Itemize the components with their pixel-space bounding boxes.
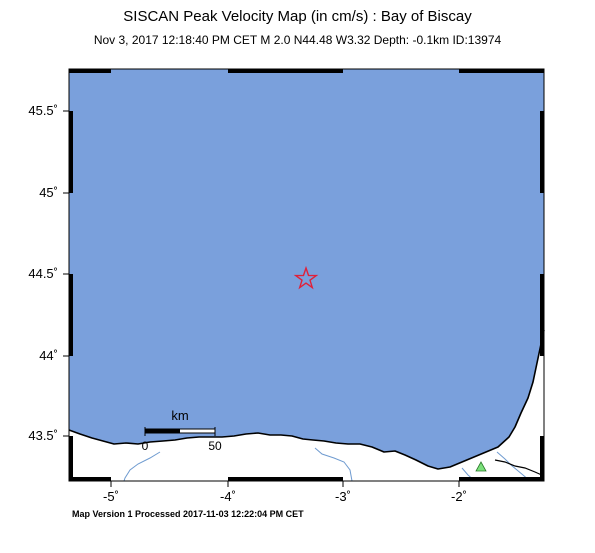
event-info: Nov 3, 2017 12:18:40 PM CET M 2.0 N44.48… — [93, 33, 502, 47]
coastline-inner — [494, 459, 545, 477]
scale-end: 50 — [208, 439, 222, 453]
triangle-icon — [475, 461, 487, 472]
lat-label-44: 44˚ — [39, 348, 58, 363]
scale-start: 0 — [142, 439, 149, 453]
lon-label-minus-2: -2˚ — [451, 489, 467, 504]
coastline — [68, 329, 545, 470]
map-border — [69, 69, 544, 481]
scale-bar: km 0 50 — [142, 408, 222, 453]
star-icon — [293, 265, 319, 290]
processed-note: Map Version 1 Processed 2017-11-03 12:22… — [72, 509, 304, 519]
lat-label-43-5: 43.5˚ — [28, 428, 58, 443]
map-title: SISCAN Peak Velocity Map (in cm/s) : Bay… — [123, 8, 472, 25]
sea-area — [69, 69, 544, 481]
land-area — [69, 330, 544, 481]
lat-label-44-5: 44.5˚ — [28, 266, 58, 281]
lat-label-45: 45˚ — [39, 185, 58, 200]
lon-label-minus-4: -4˚ — [220, 489, 236, 504]
tick-marks — [63, 110, 460, 487]
lon-label-minus-3: -3˚ — [335, 489, 351, 504]
lat-label-45-5: 45.5˚ — [28, 103, 58, 118]
scale-unit: km — [171, 408, 188, 423]
lon-label-minus-5: -5˚ — [103, 489, 119, 504]
